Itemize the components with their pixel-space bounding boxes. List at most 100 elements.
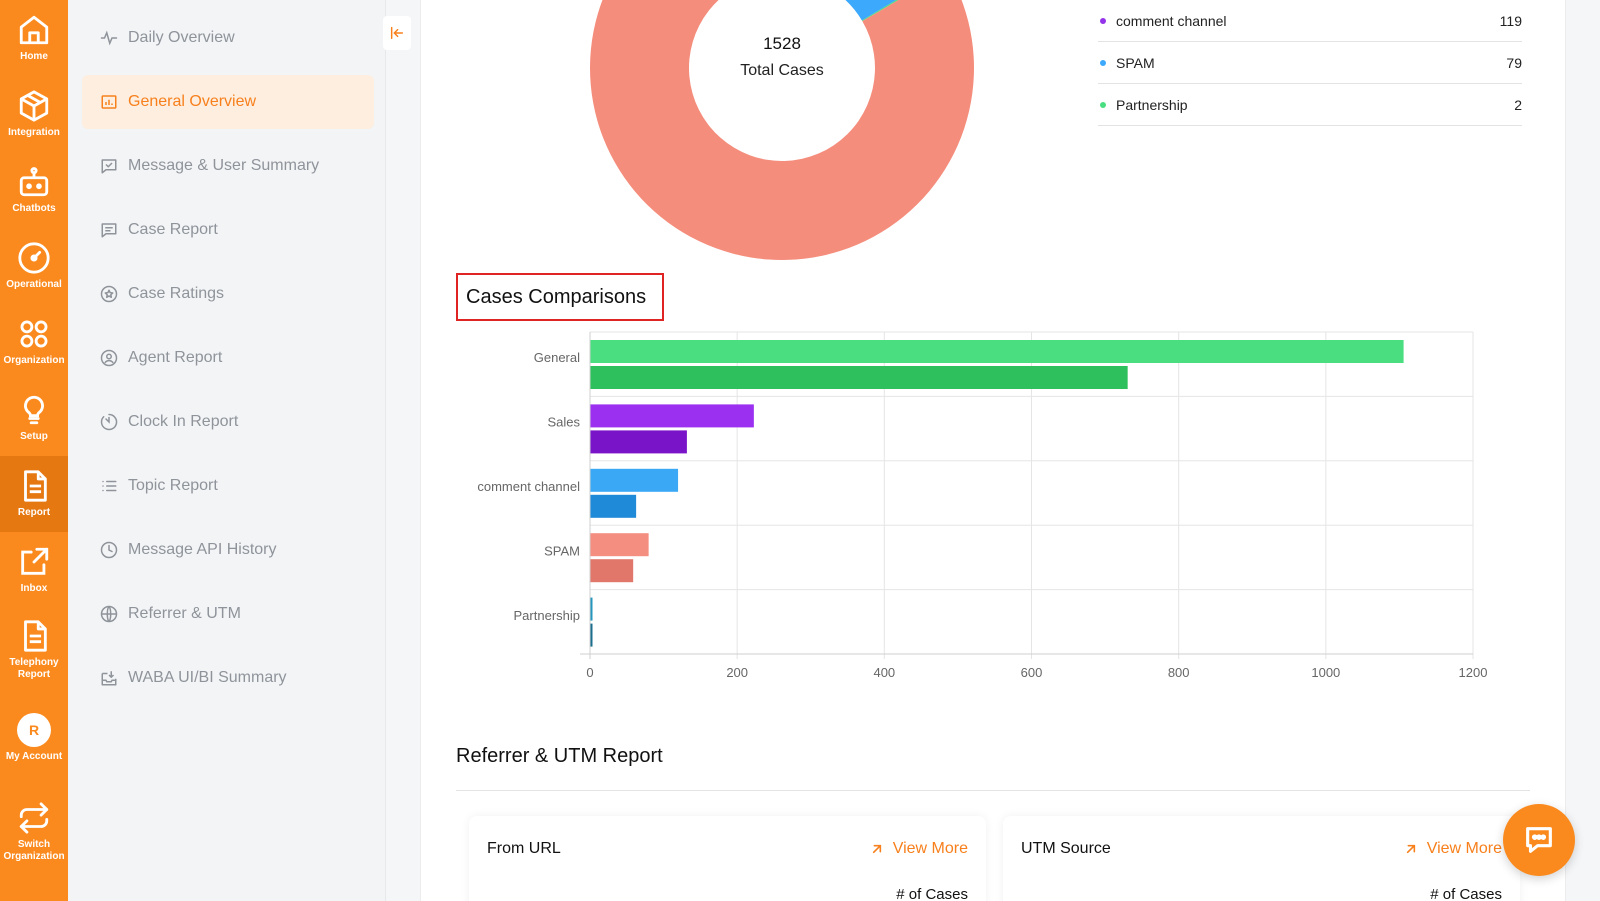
timer-icon: [100, 413, 118, 431]
switch-arrows-icon: [19, 802, 49, 834]
inbox-arrow-icon: [101, 671, 117, 686]
rail-item-operational[interactable]: Operational: [0, 228, 68, 304]
legend-name: comment channel: [1116, 12, 1227, 29]
view-more-label: View More: [892, 840, 968, 857]
utm-source-card: UTM Source View More # of Cases: [1003, 816, 1520, 901]
bar-spam-series-1[interactable]: [590, 533, 649, 557]
donut-total-label: Total Cases: [740, 62, 824, 79]
legend-name: SPAM: [1116, 54, 1155, 71]
donut-center: 1528 Total Cases: [692, 34, 872, 80]
submenu-item-label: WABA UI/BI Summary: [128, 669, 287, 686]
rail-label: Inbox: [20, 583, 48, 594]
submenu-item-label: Message & User Summary: [128, 157, 320, 174]
rail-item-home[interactable]: Home: [0, 0, 68, 76]
avatar: R: [17, 713, 51, 747]
submenu-item-waba-summary[interactable]: WABA UI/BI Summary: [82, 651, 374, 705]
x-tick-label: 800: [1168, 665, 1190, 680]
submenu-item-case-ratings[interactable]: Case Ratings: [82, 267, 374, 321]
y-category-label: SPAM: [544, 543, 580, 558]
legend-value: 79: [1506, 54, 1522, 71]
donut-total-value: 1528: [763, 34, 801, 53]
card-title: UTM Source: [1021, 840, 1111, 857]
bar-general-series-1[interactable]: [590, 340, 1404, 363]
legend-dot: [1100, 59, 1106, 66]
submenu-item-agent-report[interactable]: Agent Report: [82, 331, 374, 385]
submenu-item-daily-overview[interactable]: Daily Overview: [82, 11, 374, 65]
x-tick-label: 200: [726, 665, 748, 680]
submenu-item-clock-in-report[interactable]: Clock In Report: [82, 395, 374, 449]
view-more-link[interactable]: View More: [1403, 840, 1502, 858]
arrow-up-right-icon: [872, 844, 881, 854]
bar-spam-series-2[interactable]: [590, 559, 634, 583]
submenu-item-message-user-summary[interactable]: Message & User Summary: [82, 139, 374, 193]
rail-item-organization[interactable]: Organization: [0, 304, 68, 380]
chat-support-button[interactable]: [1503, 804, 1575, 876]
x-tick-label: 400: [873, 665, 895, 680]
x-tick-label: 600: [1021, 665, 1043, 680]
view-more-link[interactable]: View More: [869, 840, 968, 858]
collapse-sidebar-button[interactable]: [383, 16, 411, 50]
bar-partnership-series-2[interactable]: [590, 623, 593, 647]
donut-slice-partnership[interactable]: [861, 0, 948, 22]
rail-item-inbox[interactable]: Inbox: [0, 532, 68, 608]
clock-icon: [100, 541, 118, 559]
column-header: # of Cases: [1430, 886, 1502, 901]
y-category-label: Partnership: [514, 608, 580, 623]
referrer-utm-title: Referrer & UTM Report: [456, 745, 663, 767]
submenu-item-label: Message API History: [128, 541, 277, 558]
bar-general-series-2[interactable]: [590, 366, 1128, 389]
bar-comment-channel-series-2[interactable]: [590, 494, 637, 518]
x-tick-label: 1000: [1311, 665, 1340, 680]
rail-item-telephony-report[interactable]: Telephony Report: [0, 608, 68, 692]
robot-icon: [19, 167, 49, 197]
submenu-item-referrer-utm[interactable]: Referrer & UTM: [82, 587, 374, 641]
cases-comparisons-bar-chart: 0 200 400 600 800 1000 1200 General Sales comment…: [477, 331, 1488, 680]
submenu-item-case-report[interactable]: Case Report: [82, 203, 374, 257]
rail-item-chatbots[interactable]: Chatbots: [0, 152, 68, 228]
y-category-label: Sales: [547, 415, 580, 430]
chat-bubble-icon: [1526, 827, 1552, 853]
donut-slice-general[interactable]: [590, 0, 974, 260]
rail-item-report[interactable]: Report: [0, 456, 68, 532]
legend-row: Partnership 2: [1098, 84, 1522, 126]
rail-item-my-account[interactable]: R My Account: [0, 700, 68, 776]
submenu-item-message-api-history[interactable]: Message API History: [82, 523, 374, 577]
legend-row: SPAM 79: [1098, 42, 1522, 84]
rail-label: Organization: [3, 355, 65, 366]
rail-item-switch-organization[interactable]: Switch Organization: [0, 784, 68, 880]
bar-comment-channel-series-1[interactable]: [590, 468, 679, 492]
legend-name: Partnership: [1116, 96, 1188, 113]
y-category-label: General: [534, 350, 580, 365]
bar-sales-series-2[interactable]: [590, 430, 687, 454]
cases-comparisons-title: Cases Comparisons: [456, 273, 664, 321]
rail-label: Chatbots: [12, 203, 56, 214]
rail-label: My Account: [5, 751, 63, 762]
user-circle-icon: [100, 349, 118, 367]
bar-sales-series-1[interactable]: [590, 404, 754, 428]
report-submenu: Daily Overview General Overview Message …: [68, 0, 386, 901]
grid-circles-icon: [20, 320, 48, 348]
rail-label: Switch Organization: [3, 839, 65, 862]
globe-icon: [100, 605, 118, 623]
donut-slice-spam[interactable]: [843, 0, 947, 21]
rail-label: Telephony Report: [9, 657, 59, 680]
submenu-item-label: Daily Overview: [128, 29, 235, 46]
x-tick-label: 1200: [1459, 665, 1488, 680]
rail-item-integration[interactable]: Integration: [0, 76, 68, 152]
card-title: From URL: [487, 840, 561, 857]
section-divider: [456, 790, 1530, 791]
arrow-up-right-icon: [1406, 844, 1415, 854]
submenu-item-label: Case Ratings: [128, 285, 225, 302]
rail-item-setup[interactable]: Setup: [0, 380, 68, 456]
total-cases-donut: [590, 0, 974, 260]
submenu-item-general-overview[interactable]: General Overview: [82, 75, 374, 129]
star-circle-icon: [100, 285, 118, 303]
rail-label: Setup: [20, 431, 48, 442]
view-more-label: View More: [1426, 840, 1502, 857]
submenu-item-label: Agent Report: [128, 349, 223, 366]
bar-partnership-series-1[interactable]: [590, 597, 593, 621]
submenu-item-topic-report[interactable]: Topic Report: [82, 459, 374, 513]
y-category-label: comment channel: [477, 479, 580, 494]
legend-value: 119: [1499, 12, 1522, 29]
document-icon: [24, 620, 47, 652]
